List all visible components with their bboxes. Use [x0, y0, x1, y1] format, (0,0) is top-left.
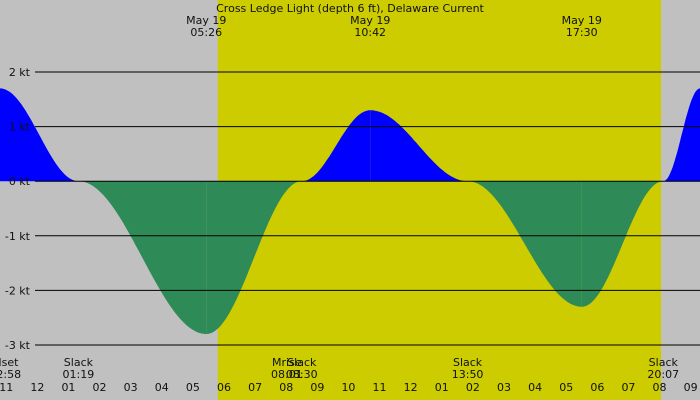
top-label-time: 10:42: [354, 26, 386, 39]
top-label-time: 05:26: [190, 26, 222, 39]
current-areas: [0, 88, 700, 335]
top-label-date: May 19: [186, 14, 226, 27]
y-gridlines: [35, 71, 700, 346]
top-label-date: May 19: [350, 14, 390, 27]
flood-area: [0, 88, 79, 182]
hour-tick-label: 10: [341, 381, 355, 394]
ebb-area: [581, 181, 664, 307]
event-name: Slack: [64, 356, 94, 369]
hour-tick-label: 02: [93, 381, 107, 394]
ebb-area: [206, 181, 302, 335]
event-time: 08:01: [271, 368, 303, 381]
hour-tick-label: 09: [310, 381, 324, 394]
ebb-area: [467, 181, 582, 307]
y-tick-label: 2 kt: [9, 66, 31, 79]
event-time: 13:50: [452, 368, 484, 381]
hour-tick-label: 07: [248, 381, 262, 394]
y-tick-label: -1 kt: [5, 230, 31, 243]
hour-tick-label: 08: [653, 381, 667, 394]
hour-tick-label: 04: [528, 381, 542, 394]
event-time: 08:30: [286, 368, 318, 381]
y-tick-label: 0 kt: [9, 175, 31, 188]
y-tick-label: -2 kt: [5, 284, 31, 297]
ebb-area: [78, 181, 207, 335]
y-tick-label: -3 kt: [5, 339, 31, 352]
hour-tick-label: 03: [124, 381, 138, 394]
hour-tick-label: 11: [373, 381, 387, 394]
hour-tick-label: 12: [30, 381, 44, 394]
chart-title: Cross Ledge Light (depth 6 ft), Delaware…: [216, 2, 484, 15]
y-tick-labels: 2 kt 1 kt 0 kt -1 kt -2 kt -3 kt: [5, 66, 31, 352]
flood-area: [663, 88, 700, 182]
top-label-time: 17:30: [566, 26, 598, 39]
event-name: Slack: [287, 356, 317, 369]
event-name: Mrise: [272, 356, 302, 369]
event-name: Slack: [649, 356, 679, 369]
top-label-date: May 19: [562, 14, 602, 27]
hour-tick-label: 07: [621, 381, 635, 394]
hour-tick-label: 01: [435, 381, 449, 394]
flood-area: [301, 110, 371, 182]
hour-tick-label: 12: [404, 381, 418, 394]
bottom-events: Mset22:58Slack01:19Mrise08:01Slack08:30S…: [0, 356, 679, 381]
event-time: 22:58: [0, 368, 21, 381]
hour-tick-label: 02: [466, 381, 480, 394]
hour-tick-label: 09: [684, 381, 698, 394]
hour-tick-label: 06: [590, 381, 604, 394]
hour-tick-label: 04: [155, 381, 169, 394]
event-time: 01:19: [63, 368, 95, 381]
hour-tick-label: 08: [279, 381, 293, 394]
hour-tick-label: 05: [559, 381, 573, 394]
flood-area: [370, 110, 468, 182]
hour-axis: 11 12 01 02 03 04 05 06 07 08 09 10 11 12 01 02 03 04 05 06…: [0, 381, 698, 394]
hour-tick-label: 06: [217, 381, 231, 394]
y-tick-label: 1 kt: [9, 121, 31, 134]
event-name: Mset: [0, 356, 19, 369]
hour-tick-label: 11: [0, 381, 13, 394]
hour-tick-label: 01: [61, 381, 75, 394]
hour-tick-label: 03: [497, 381, 511, 394]
event-time: 20:07: [647, 368, 679, 381]
event-name: Slack: [453, 356, 483, 369]
hour-tick-label: 05: [186, 381, 200, 394]
